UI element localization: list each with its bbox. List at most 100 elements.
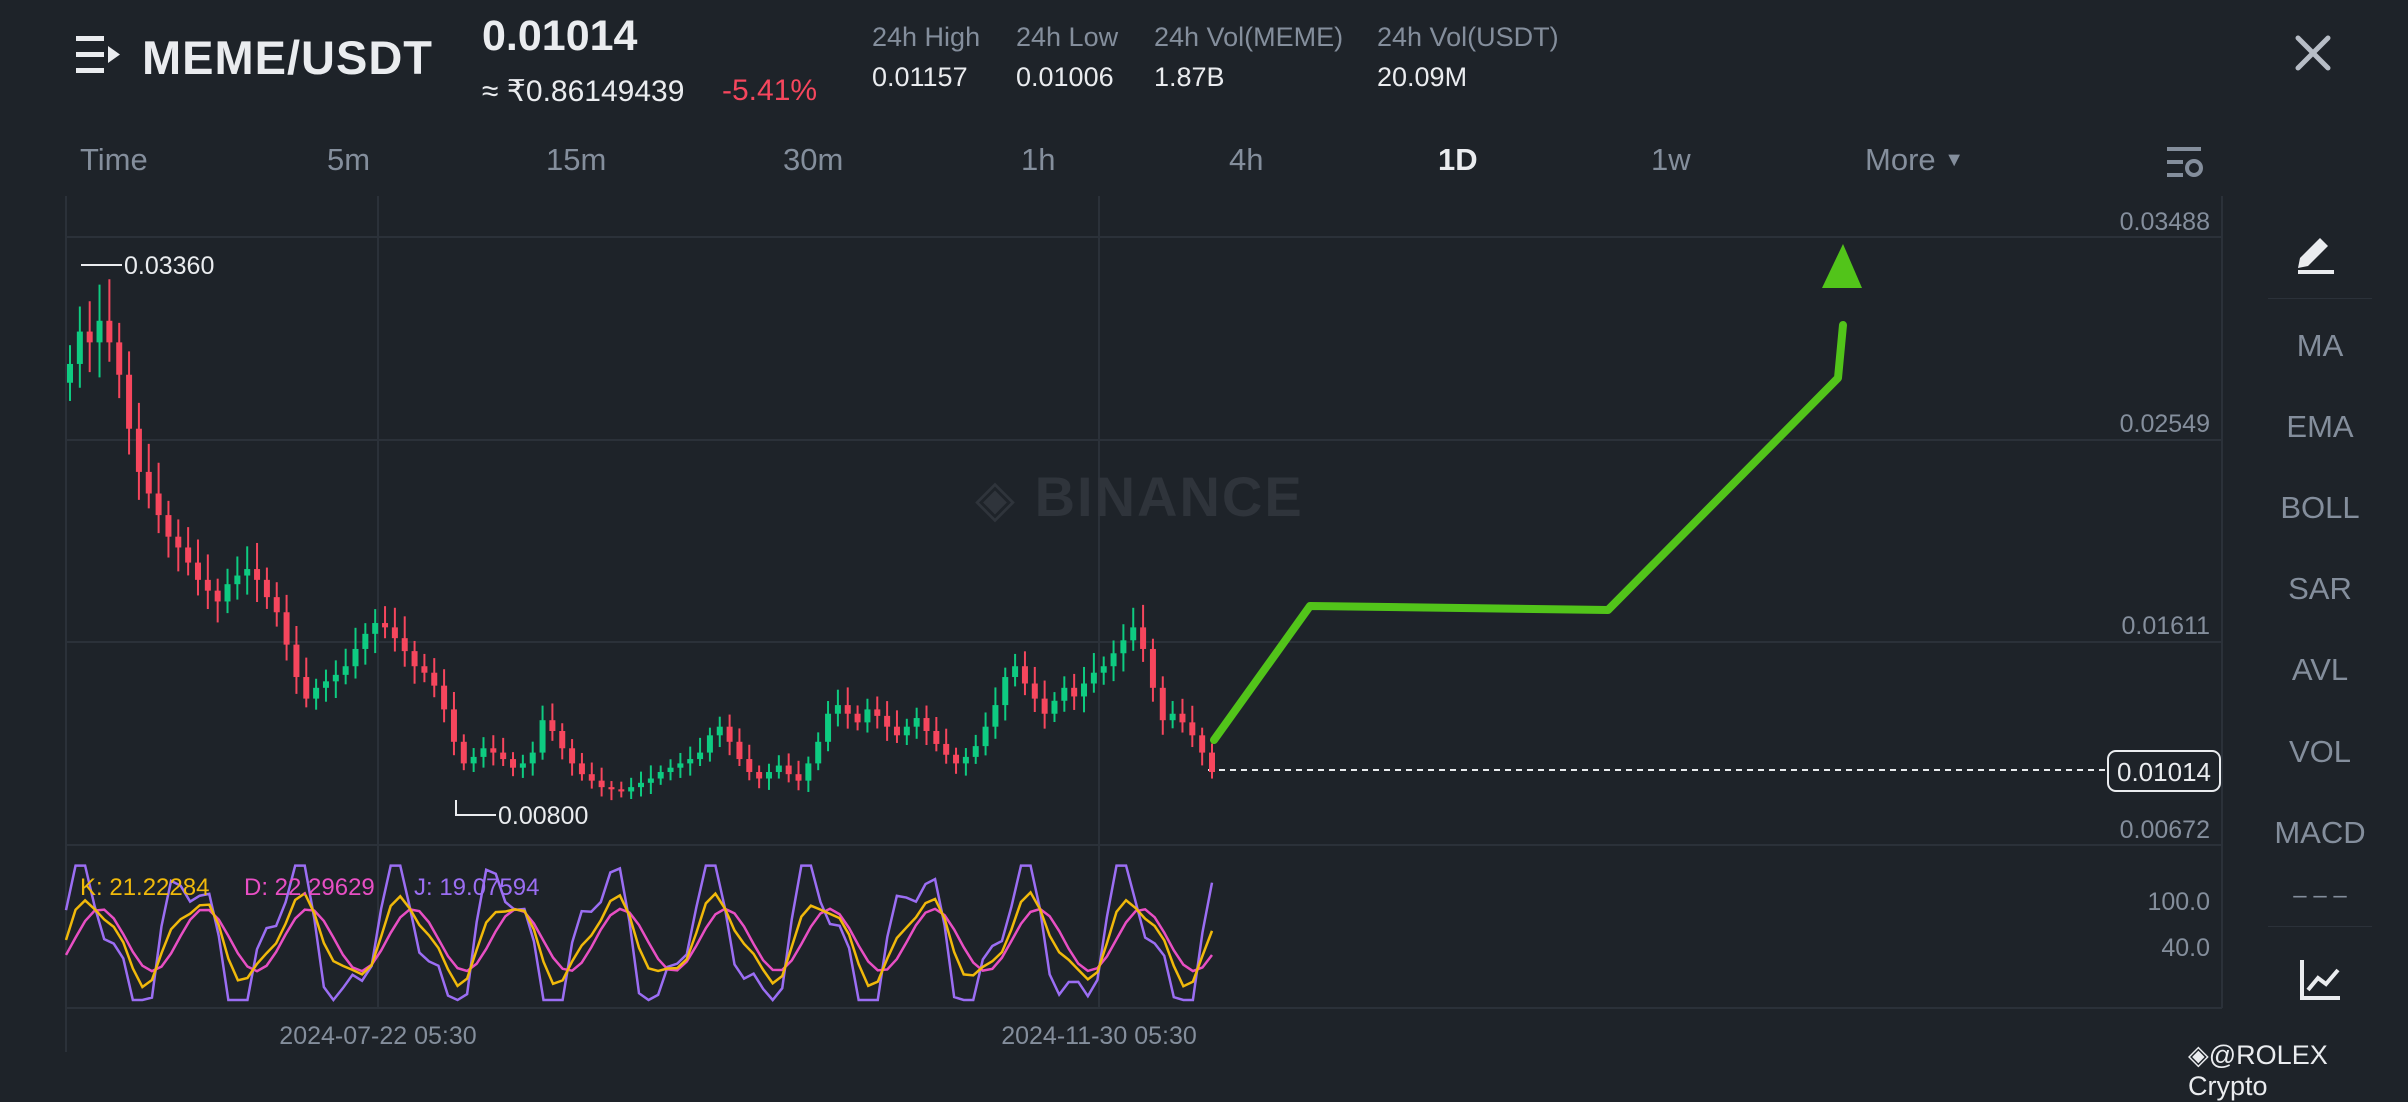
timeframe-4h[interactable]: 4h — [1229, 142, 1264, 177]
timeframe-15m[interactable]: 15m — [546, 142, 607, 177]
candle-body — [972, 746, 979, 757]
candle-body — [490, 748, 497, 753]
candle-body — [844, 705, 851, 714]
candle-body — [76, 331, 83, 364]
candle-body — [953, 754, 960, 764]
indicator-ma[interactable]: MA — [2296, 328, 2344, 363]
candle-body — [293, 644, 300, 678]
candle-body — [234, 575, 241, 585]
credit-text: @ROLEX Crypto — [2188, 1040, 2328, 1101]
candle-body — [765, 772, 772, 779]
candle-body — [657, 772, 664, 779]
timeframe-more-dropdown[interactable]: More ▼ — [1865, 142, 1964, 178]
indicator-vol[interactable]: VOL — [2288, 734, 2352, 769]
candle-body — [332, 674, 339, 682]
chart-settings-icon[interactable] — [2165, 143, 2205, 181]
stat-24h-low-value: 0.01006 — [1016, 62, 1114, 92]
candle-body — [795, 774, 802, 781]
candle-body — [992, 705, 999, 727]
price-change-percent: -5.41% — [722, 74, 818, 107]
candle-body — [431, 672, 438, 686]
candle-body — [726, 726, 733, 742]
indicator-more[interactable]: – – – — [2293, 882, 2347, 909]
candle-body — [194, 562, 201, 580]
candle-body — [313, 687, 320, 699]
trading-pair-title[interactable]: MEME/USDT — [142, 31, 433, 84]
candle-body — [588, 774, 595, 781]
candle-body — [933, 731, 940, 744]
chart-type-icon[interactable] — [2298, 958, 2342, 1002]
candle-body — [254, 569, 261, 580]
more-label: More — [1865, 142, 1936, 177]
diamond-logo-icon: ◈ — [2188, 1040, 2209, 1070]
candle-body — [1149, 648, 1156, 688]
candle-body — [1012, 666, 1019, 678]
timeframe-30m[interactable]: 30m — [783, 142, 844, 177]
price-tick-3: 0.01611 — [2121, 612, 2210, 640]
candle-body — [785, 765, 792, 775]
timeframe-1d[interactable]: 1D — [1438, 142, 1478, 177]
indicator-macd[interactable]: MACD — [2274, 815, 2366, 850]
candle-body — [1041, 698, 1048, 714]
candle-body — [647, 778, 654, 783]
candle-body — [421, 666, 428, 673]
price-tick-1: 0.03488 — [2120, 208, 2210, 236]
candle-body — [1051, 700, 1058, 714]
timeframe-1h[interactable]: 1h — [1021, 142, 1056, 177]
candle-body — [815, 741, 822, 764]
candle-body — [155, 493, 162, 516]
candle-body — [667, 767, 674, 773]
hamburger-icon[interactable] — [74, 34, 122, 76]
candle-body — [480, 748, 487, 757]
candle-body — [903, 726, 910, 736]
price-tick-2: 0.02549 — [2120, 410, 2210, 438]
timeframe-time[interactable]: Time — [80, 142, 148, 177]
candle-body — [529, 752, 536, 764]
stat-24h-vol-base-label: 24h Vol(MEME) — [1154, 22, 1344, 52]
candle-body — [372, 623, 379, 634]
candle-body — [1100, 666, 1107, 673]
kdj-d-line — [64, 907, 1213, 973]
candle-body — [913, 718, 920, 727]
approx-fiat-price: ≈ ₹0.86149439 — [482, 75, 685, 108]
candle-body — [854, 713, 861, 723]
indicator-sar[interactable]: SAR — [2288, 571, 2352, 606]
candle-body — [450, 709, 457, 742]
stat-24h-vol-quote-value: 20.09M — [1377, 62, 1468, 92]
timeframe-5m[interactable]: 5m — [327, 142, 371, 177]
candle-body — [874, 709, 881, 716]
close-icon[interactable] — [2288, 28, 2338, 78]
caret-down-icon: ▼ — [1944, 149, 1965, 171]
candle-body — [126, 374, 133, 429]
candle-body — [805, 763, 812, 781]
current-price-box — [2107, 750, 2221, 792]
indicator-boll[interactable]: BOLL — [2280, 490, 2360, 525]
candle-body — [1120, 640, 1127, 654]
credit-watermark: ◈@ROLEX Crypto — [2188, 1040, 2408, 1102]
candle-body — [145, 471, 152, 494]
candle-body — [677, 763, 684, 768]
candle-body — [834, 705, 841, 714]
candle-body — [628, 787, 635, 792]
candle-body — [1140, 627, 1147, 649]
candle-body — [923, 718, 930, 731]
indicator-ema[interactable]: EMA — [2286, 409, 2354, 444]
candle-body — [943, 743, 950, 755]
candle-body — [273, 597, 280, 613]
candle-body — [500, 752, 507, 760]
binance-watermark: ◈ BINANCE — [975, 464, 1304, 529]
candle-body — [1031, 683, 1038, 699]
candle-body — [135, 428, 142, 472]
draw-pen-icon[interactable] — [2292, 226, 2340, 274]
binance-logo-icon: ◈ — [975, 470, 1017, 528]
candle-body — [382, 623, 389, 628]
candle-body — [962, 756, 969, 764]
timeframe-1w[interactable]: 1w — [1651, 142, 1691, 177]
candle-body — [303, 677, 310, 699]
candle-body — [1071, 687, 1078, 697]
candle-body — [391, 627, 398, 639]
candle-body — [775, 765, 782, 773]
candle-body — [559, 731, 566, 749]
indicator-avl[interactable]: AVL — [2291, 652, 2349, 687]
